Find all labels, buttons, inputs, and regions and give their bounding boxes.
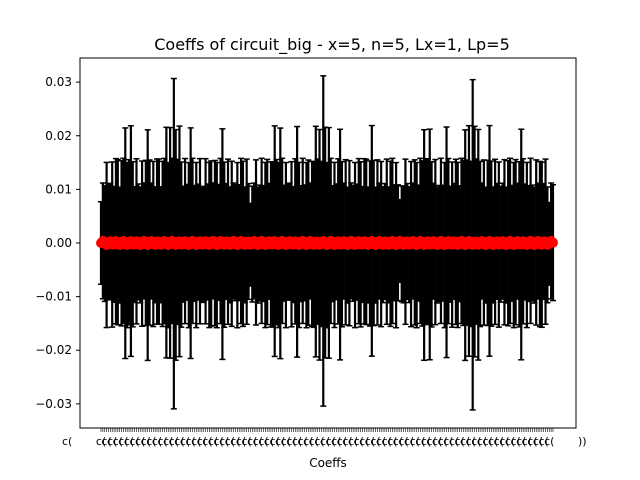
x-tick-label: c( <box>309 435 319 448</box>
x-tick-label: c( <box>225 435 235 448</box>
x-tick-label: c( <box>382 435 392 448</box>
x-tick-label: c( <box>213 435 223 448</box>
x-tick-label: c( <box>365 435 375 448</box>
y-tick-label: −0.01 <box>35 290 72 304</box>
x-tick-label: c( <box>163 435 173 448</box>
x-tick-label: c( <box>264 435 274 448</box>
x-tick-label: c( <box>124 435 134 448</box>
x-tick-label: c( <box>477 435 487 448</box>
x-tick-label: c( <box>348 435 358 448</box>
x-tick-label: c( <box>387 435 397 448</box>
x-tick-label: c( <box>404 435 414 448</box>
x-tick-label: c( <box>96 435 106 448</box>
x-tick-label: c( <box>438 435 448 448</box>
y-tick-label: 0.02 <box>45 129 72 143</box>
x-tick-label: c( <box>157 435 167 448</box>
x-tick-label: c( <box>292 435 302 448</box>
x-tick-label: c( <box>236 435 246 448</box>
x-tick-label: c( <box>522 435 532 448</box>
chart-title: Coeffs of circuit_big - x=5, n=5, Lx=1, … <box>154 35 510 55</box>
x-tick-label: c( <box>337 435 347 448</box>
x-tick-label: c( <box>510 435 520 448</box>
x-tick-label: c( <box>135 435 145 448</box>
x-tick-label: c( <box>270 435 280 448</box>
x-tick-label: c( <box>314 435 324 448</box>
x-tick-label: c( <box>281 435 291 448</box>
x-tick-label: c( <box>253 435 263 448</box>
x-tick-label: c( <box>454 435 464 448</box>
x-tick-label: c( <box>275 435 285 448</box>
x-axis-label: Coeffs <box>309 456 347 470</box>
x-tick-label: c( <box>303 435 313 448</box>
x-tick-label: c( <box>544 435 554 448</box>
x-tick-label: c( <box>191 435 201 448</box>
x-tick-label: c( <box>129 435 139 448</box>
x-tick-label: c( <box>298 435 308 448</box>
x-tick-label: c( <box>376 435 386 448</box>
x-tick-label: c( <box>242 435 252 448</box>
x-tick-label: c( <box>141 435 151 448</box>
x-tick-label-first: c( <box>62 435 72 448</box>
x-tick-label: c( <box>331 435 341 448</box>
x-tick-label: c( <box>415 435 425 448</box>
x-tick-label: c( <box>466 435 476 448</box>
x-tick-label: c( <box>202 435 212 448</box>
x-tick-label: c( <box>107 435 117 448</box>
x-tick-label: c( <box>516 435 526 448</box>
x-tick-label: c( <box>197 435 207 448</box>
x-tick-label: c( <box>326 435 336 448</box>
x-tick-label: c( <box>471 435 481 448</box>
x-tick-label: c( <box>185 435 195 448</box>
x-tick-label: c( <box>118 435 128 448</box>
y-tick-label: −0.03 <box>35 397 72 411</box>
x-tick-label: c( <box>533 435 543 448</box>
y-tick-label: 0.03 <box>45 75 72 89</box>
x-axis: c(c(c(c(c(c(c(c(c(c(c(c(c(c(c(c(c(c(c(c(… <box>62 428 587 448</box>
y-tick-label: 0.01 <box>45 182 72 196</box>
x-tick-label: c( <box>247 435 257 448</box>
x-tick-label: c( <box>494 435 504 448</box>
x-tick-label-last: )) <box>578 435 587 448</box>
x-tick-label: c( <box>101 435 111 448</box>
x-tick-label: c( <box>320 435 330 448</box>
y-axis: −0.03 −0.02 −0.01 0.00 0.01 0.02 0.03 <box>35 75 80 411</box>
x-tick-label: c( <box>449 435 459 448</box>
x-tick-label: c( <box>443 435 453 448</box>
data-point <box>548 237 558 248</box>
x-tick-label: c( <box>527 435 537 448</box>
x-tick-label: c( <box>180 435 190 448</box>
x-tick-label: c( <box>230 435 240 448</box>
x-tick-label: c( <box>286 435 296 448</box>
x-tick-label: c( <box>488 435 498 448</box>
x-tick-label: c( <box>421 435 431 448</box>
y-tick-label: −0.02 <box>35 343 72 357</box>
x-tick-label: c( <box>342 435 352 448</box>
x-tick-label: c( <box>426 435 436 448</box>
x-tick-label: c( <box>359 435 369 448</box>
x-tick-label: c( <box>174 435 184 448</box>
x-tick-label: c( <box>398 435 408 448</box>
x-tick-label: c( <box>169 435 179 448</box>
x-tick-label: c( <box>460 435 470 448</box>
y-tick-label: 0.00 <box>45 236 72 250</box>
x-tick-label: c( <box>146 435 156 448</box>
x-tick-label: c( <box>410 435 420 448</box>
markers-group <box>96 235 558 251</box>
x-tick-label: c( <box>113 435 123 448</box>
x-tick-label: c( <box>258 435 268 448</box>
x-tick-label: c( <box>393 435 403 448</box>
x-tick-label: c( <box>499 435 509 448</box>
x-tick-label: c( <box>538 435 548 448</box>
x-tick-label: c( <box>505 435 515 448</box>
x-tick-label: c( <box>432 435 442 448</box>
x-tick-label: c( <box>354 435 364 448</box>
x-tick-label: c( <box>208 435 218 448</box>
x-tick-label: c( <box>370 435 380 448</box>
x-tick-label: c( <box>219 435 229 448</box>
x-tick-label: c( <box>152 435 162 448</box>
x-tick-label: c( <box>482 435 492 448</box>
